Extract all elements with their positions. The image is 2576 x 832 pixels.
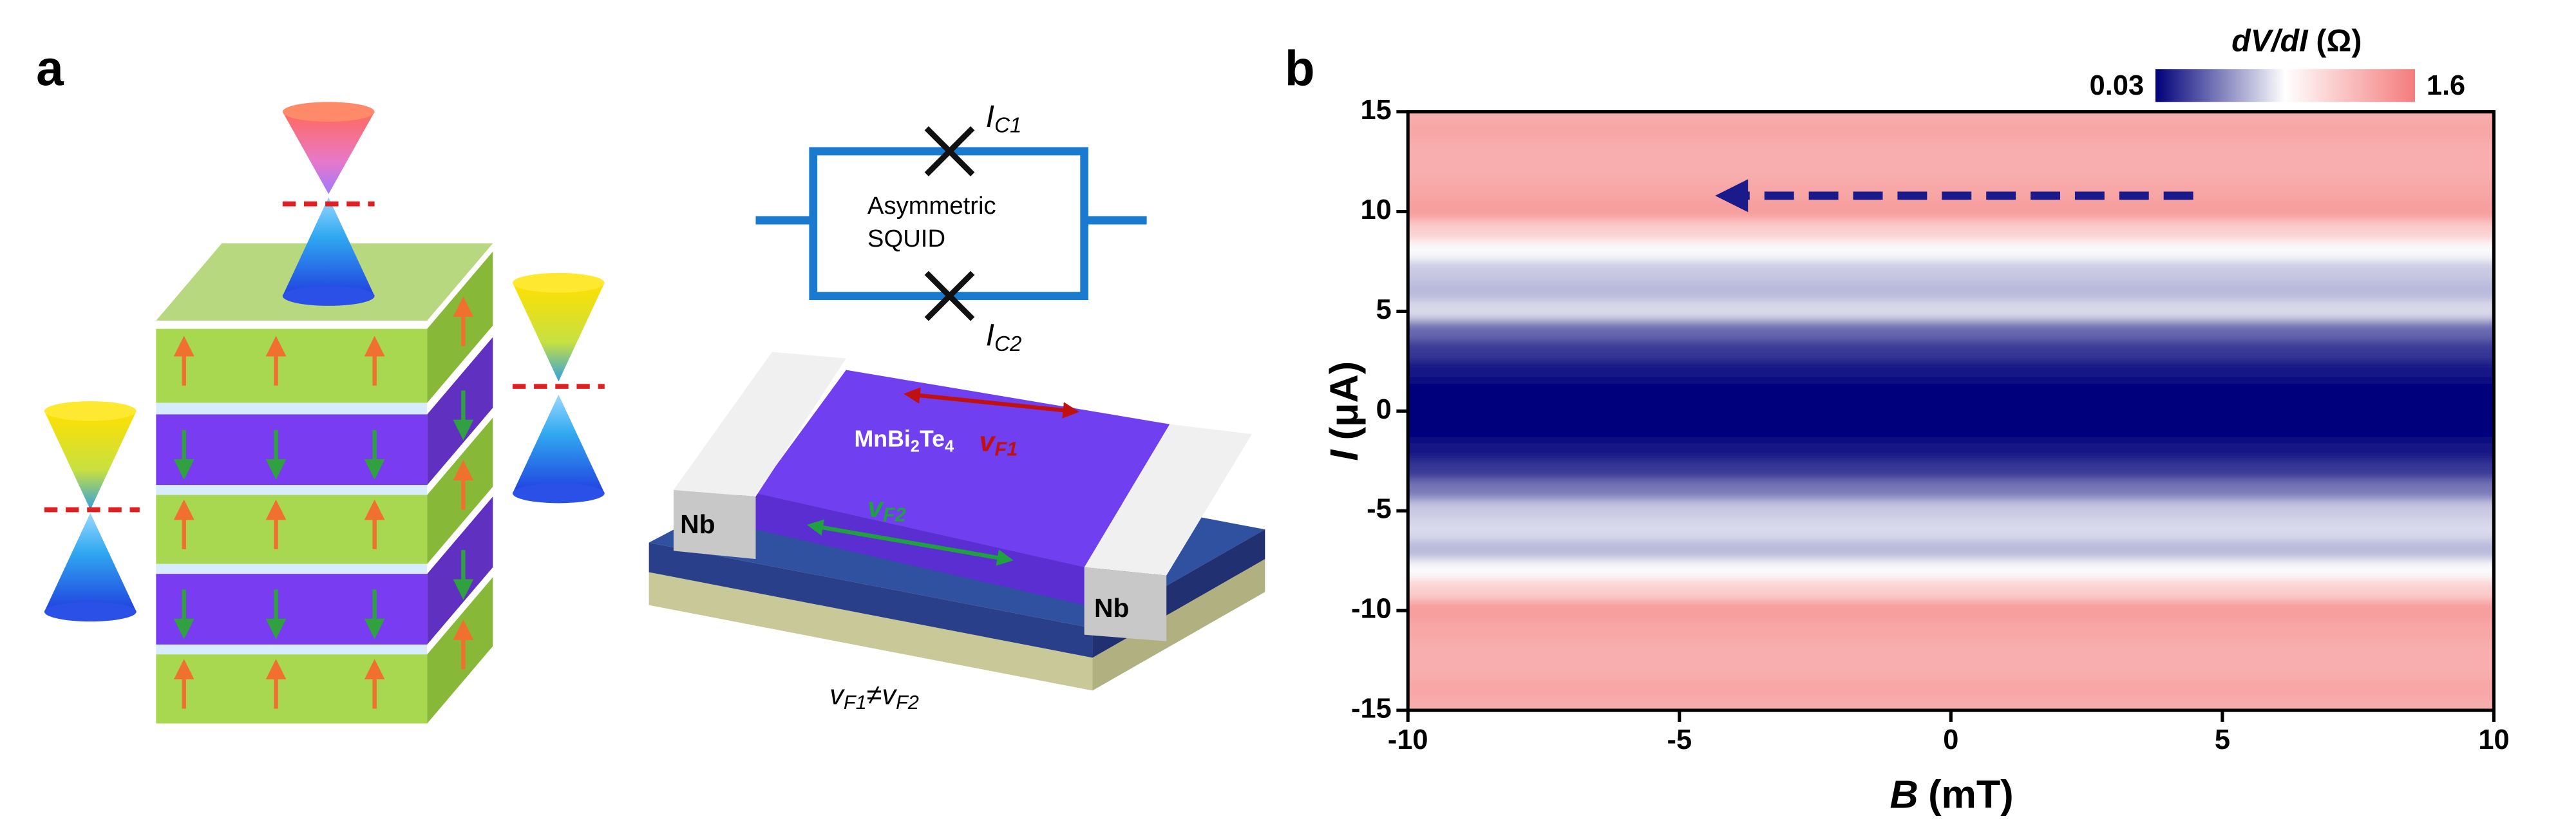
heatmap-row <box>1408 380 2494 402</box>
y-axis-label: I(μA) <box>1322 361 1366 461</box>
heatmap-row <box>1408 440 2494 462</box>
layer-stack <box>156 243 493 724</box>
colorbar <box>2155 69 2415 102</box>
y-tick-label: -15 <box>1351 693 1392 724</box>
x-tick-label: 5 <box>2215 724 2230 755</box>
heatmap-row <box>1408 400 2494 422</box>
squid-name: SQUID <box>867 225 945 252</box>
heatmap-row <box>1408 260 2494 283</box>
heatmap-row <box>1408 639 2494 661</box>
panel-label: b <box>1285 42 1315 97</box>
x-axis-label: B (mT) <box>1890 773 2014 817</box>
y-tick-label: -5 <box>1367 494 1392 525</box>
heatmap-row <box>1408 240 2494 263</box>
panel-label: a <box>36 42 64 97</box>
heatmap-row <box>1408 340 2494 363</box>
heatmap-row <box>1408 420 2494 442</box>
heatmap-row <box>1408 300 2494 323</box>
y-tick-label: 15 <box>1360 95 1391 126</box>
heatmap-row <box>1408 111 2494 123</box>
heatmap <box>1408 111 2494 711</box>
material-label: MnBi2Te4 <box>855 426 954 456</box>
heatmap-row <box>1408 580 2494 601</box>
heatmap-row <box>1408 600 2494 621</box>
heatmap-row <box>1408 220 2494 243</box>
heatmap-row <box>1408 480 2494 502</box>
dirac-cones <box>44 102 605 622</box>
squid-circuit: IC1 IC2 Asymmetric SQUID <box>755 99 1147 356</box>
y-tick-label: 0 <box>1376 394 1392 425</box>
heatmap-row <box>1408 619 2494 641</box>
x-tick-label: -10 <box>1388 724 1428 755</box>
heatmap-row <box>1408 200 2494 223</box>
x-tick-label: 0 <box>1943 724 1958 755</box>
heatmap-row <box>1408 160 2494 183</box>
heatmap-row <box>1408 460 2494 482</box>
relation: vF1≠vF2 <box>829 680 919 714</box>
contact-label: Nb <box>680 509 715 539</box>
squid-name: Asymmetric <box>867 192 996 220</box>
heatmap-row <box>1408 520 2494 542</box>
heatmap-row <box>1408 540 2494 562</box>
colorbar-max: 1.6 <box>2427 70 2465 101</box>
heatmap-row <box>1408 560 2494 581</box>
junction-label: IC1 <box>986 99 1022 138</box>
heatmap-row <box>1408 659 2494 681</box>
x-tick-label: -5 <box>1667 724 1692 755</box>
y-tick-label: -10 <box>1351 594 1392 625</box>
y-tick-label: 5 <box>1376 294 1392 325</box>
heatmap-row <box>1408 360 2494 383</box>
colorbar-min: 0.03 <box>2090 70 2144 101</box>
y-tick-label: 10 <box>1360 194 1391 225</box>
heatmap-row <box>1408 280 2494 303</box>
heatmap-row <box>1408 120 2494 143</box>
heatmap-row <box>1408 699 2494 711</box>
heatmap-row <box>1408 320 2494 343</box>
heatmap-row <box>1408 500 2494 522</box>
heatmap-row <box>1408 140 2494 163</box>
colorbar-title: dV/dI (Ω) <box>2231 23 2362 58</box>
velocity-label: vF1 <box>979 427 1018 460</box>
x-tick-label: 10 <box>2478 724 2509 755</box>
device: Nb Nb vF1 MnBi2Te4 vF2 vF1≠vF2 <box>649 352 1265 714</box>
junction-label: IC2 <box>986 317 1022 356</box>
heatmap-row <box>1408 679 2494 701</box>
contact-label: Nb <box>1094 593 1129 623</box>
